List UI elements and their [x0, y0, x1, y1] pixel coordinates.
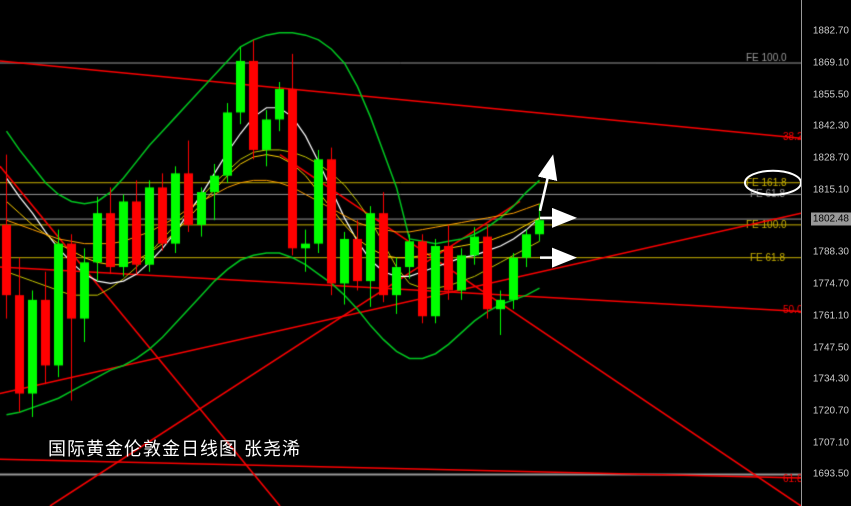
y-axis: 1882.70 1869.10 1855.50 1842.30 1828.70 1815.…: [801, 0, 851, 506]
y-tick-label: 1869.10: [813, 58, 849, 69]
y-tick-label: 1842.30: [813, 120, 849, 131]
y-tick-label: 1693.50: [813, 469, 849, 480]
y-tick-label: 1720.70: [813, 405, 849, 416]
y-tick-label: 1788.30: [813, 247, 849, 258]
y-tick-label: 1761.10: [813, 311, 849, 322]
chart-caption: 国际黄金伦敦金日线图 张尧浠: [48, 435, 301, 461]
current-price-box: 1802.48: [811, 213, 851, 226]
y-tick-label: 1855.50: [813, 89, 849, 100]
y-tick-label: 1707.10: [813, 437, 849, 448]
y-tick-label: 1828.70: [813, 152, 849, 163]
y-tick-label: 1815.10: [813, 184, 849, 195]
y-tick-label: 1774.70: [813, 279, 849, 290]
y-tick-label: 1734.30: [813, 373, 849, 384]
y-tick-label: 1747.50: [813, 342, 849, 353]
y-tick-label: 1882.70: [813, 26, 849, 37]
price-chart[interactable]: [0, 0, 801, 506]
